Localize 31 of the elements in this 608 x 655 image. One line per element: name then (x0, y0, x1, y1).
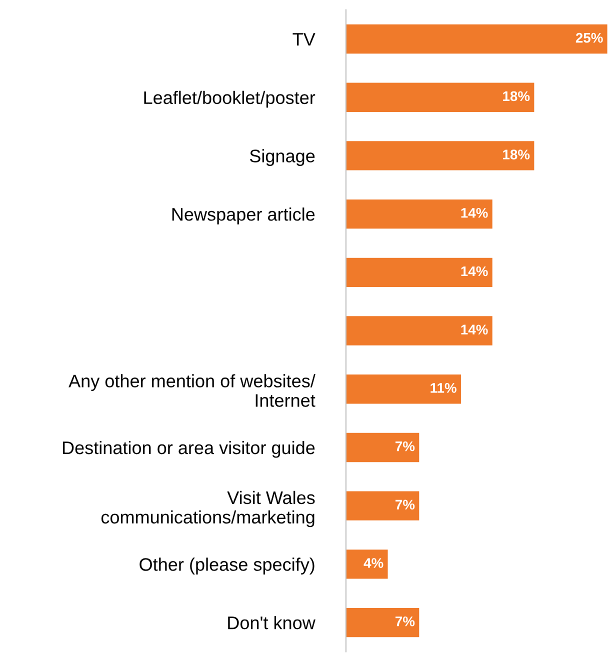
data-label: 25% (576, 32, 603, 43)
data-label: 14% (461, 266, 488, 276)
bar (346, 258, 492, 288)
data-label: 14% (461, 324, 488, 334)
data-label: 18% (503, 91, 530, 102)
bar (346, 374, 461, 404)
y-tick-label: Newspaper article (172, 208, 315, 224)
bar (346, 141, 534, 170)
bar (346, 432, 420, 462)
bar (346, 550, 388, 579)
data-label: 11% (430, 383, 456, 393)
y-tick-label: Leaflet/booklet/poster (144, 90, 316, 108)
data-label: 7% (396, 616, 415, 626)
bar (346, 24, 608, 54)
y-tick-label: Signage (250, 149, 315, 166)
y-tick-label: Destination or area visitor guide (62, 440, 315, 458)
y-tick-label: Don't know (228, 616, 316, 630)
data-label: 14% (461, 208, 488, 218)
bar (346, 316, 492, 346)
y-tick-label: TV (292, 33, 316, 46)
bar (346, 608, 420, 638)
data-label: 7% (396, 500, 415, 510)
y-tick-label: Visit Wales communications/marketing (101, 490, 315, 528)
y-tick-label: Other (please specify) (140, 558, 314, 574)
bar (346, 491, 420, 520)
data-label: 7% (396, 441, 415, 452)
bar (346, 199, 492, 229)
y-tick-label: Any other mention of websites/ Internet (68, 374, 316, 407)
data-label: 18% (503, 150, 530, 160)
bar (346, 82, 534, 112)
data-label: 4% (364, 558, 384, 568)
